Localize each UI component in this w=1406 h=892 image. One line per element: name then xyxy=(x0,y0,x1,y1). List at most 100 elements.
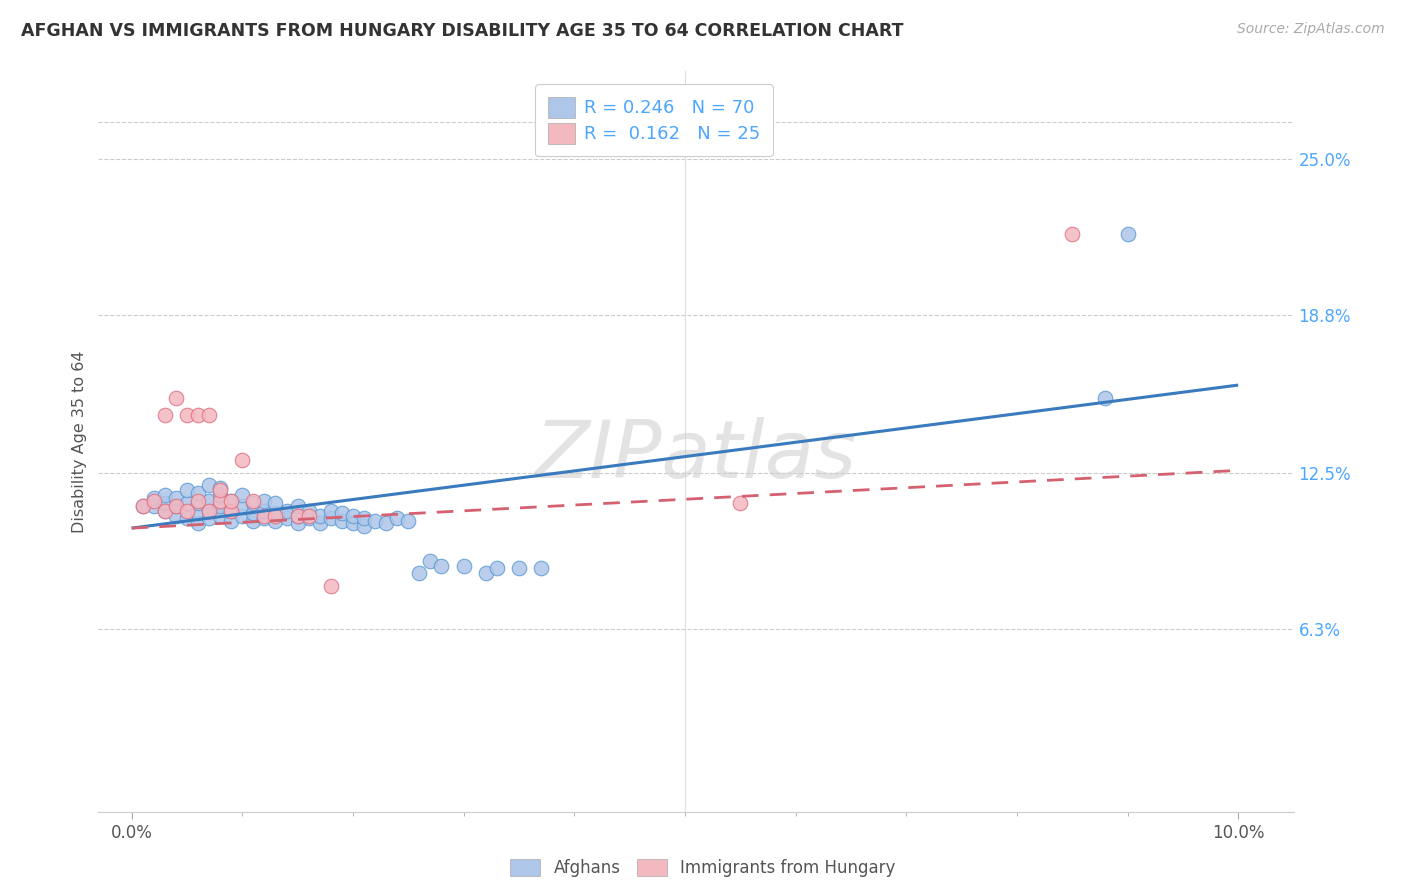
Point xyxy=(330,506,353,520)
Point xyxy=(264,508,287,523)
Point xyxy=(264,506,287,520)
Point xyxy=(342,516,364,530)
Point xyxy=(319,579,342,593)
Point xyxy=(253,493,276,508)
Point xyxy=(187,486,209,500)
Point xyxy=(198,511,221,525)
Point xyxy=(153,503,176,517)
Point xyxy=(165,391,187,405)
Point xyxy=(1116,227,1139,242)
Point xyxy=(209,483,232,498)
Legend: Afghans, Immigrants from Hungary: Afghans, Immigrants from Hungary xyxy=(503,852,903,884)
Point xyxy=(165,508,187,523)
Point xyxy=(176,496,198,510)
Point xyxy=(287,508,309,523)
Point xyxy=(209,493,232,508)
Point xyxy=(231,453,253,467)
Point xyxy=(176,408,198,422)
Point xyxy=(209,481,232,495)
Point xyxy=(231,508,253,523)
Point xyxy=(419,554,441,568)
Point xyxy=(298,503,321,517)
Point xyxy=(142,491,165,505)
Point xyxy=(176,511,198,525)
Point xyxy=(319,511,342,525)
Point xyxy=(153,503,176,517)
Point xyxy=(242,493,264,508)
Point xyxy=(353,511,375,525)
Point xyxy=(165,499,187,513)
Point xyxy=(153,488,176,502)
Point xyxy=(231,499,253,513)
Text: ZIPatlas: ZIPatlas xyxy=(534,417,858,495)
Point xyxy=(408,566,430,581)
Y-axis label: Disability Age 35 to 64: Disability Age 35 to 64 xyxy=(72,351,87,533)
Point xyxy=(209,508,232,523)
Point xyxy=(330,514,353,528)
Point xyxy=(142,493,165,508)
Point xyxy=(198,493,221,508)
Point xyxy=(342,508,364,523)
Point xyxy=(264,496,287,510)
Point xyxy=(287,508,309,523)
Point xyxy=(253,503,276,517)
Point xyxy=(276,511,298,525)
Point xyxy=(1062,227,1084,242)
Point xyxy=(198,503,221,517)
Point xyxy=(1094,391,1116,405)
Point xyxy=(231,488,253,502)
Point xyxy=(142,499,165,513)
Point xyxy=(353,518,375,533)
Point xyxy=(242,506,264,520)
Point xyxy=(219,514,242,528)
Point xyxy=(219,493,242,508)
Point xyxy=(430,558,453,573)
Point xyxy=(242,514,264,528)
Point xyxy=(187,493,209,508)
Text: AFGHAN VS IMMIGRANTS FROM HUNGARY DISABILITY AGE 35 TO 64 CORRELATION CHART: AFGHAN VS IMMIGRANTS FROM HUNGARY DISABI… xyxy=(21,22,904,40)
Point xyxy=(375,516,398,530)
Point xyxy=(364,514,387,528)
Point xyxy=(385,511,409,525)
Point xyxy=(242,496,264,510)
Point xyxy=(176,483,198,498)
Point xyxy=(187,506,209,520)
Point xyxy=(508,561,530,575)
Point xyxy=(165,499,187,513)
Point xyxy=(198,478,221,492)
Point xyxy=(253,508,276,523)
Point xyxy=(131,499,153,513)
Point xyxy=(485,561,508,575)
Point xyxy=(187,408,209,422)
Point xyxy=(165,491,187,505)
Point xyxy=(153,496,176,510)
Point xyxy=(219,503,242,517)
Point xyxy=(308,516,330,530)
Point xyxy=(187,516,209,530)
Point xyxy=(187,496,209,510)
Text: Source: ZipAtlas.com: Source: ZipAtlas.com xyxy=(1237,22,1385,37)
Point xyxy=(396,514,419,528)
Point xyxy=(298,511,321,525)
Point xyxy=(287,499,309,513)
Point xyxy=(198,503,221,517)
Point xyxy=(131,499,153,513)
Point xyxy=(453,558,475,573)
Point xyxy=(176,503,198,517)
Point xyxy=(308,508,330,523)
Point xyxy=(287,516,309,530)
Point xyxy=(264,514,287,528)
Point xyxy=(209,488,232,502)
Point xyxy=(209,499,232,513)
Point xyxy=(219,503,242,517)
Point xyxy=(276,503,298,517)
Point xyxy=(219,493,242,508)
Point xyxy=(198,408,221,422)
Point xyxy=(530,561,553,575)
Point xyxy=(319,503,342,517)
Point xyxy=(474,566,496,581)
Point xyxy=(298,508,321,523)
Point xyxy=(253,511,276,525)
Point xyxy=(153,408,176,422)
Legend: R = 0.246   N = 70, R =  0.162   N = 25: R = 0.246 N = 70, R = 0.162 N = 25 xyxy=(536,84,773,156)
